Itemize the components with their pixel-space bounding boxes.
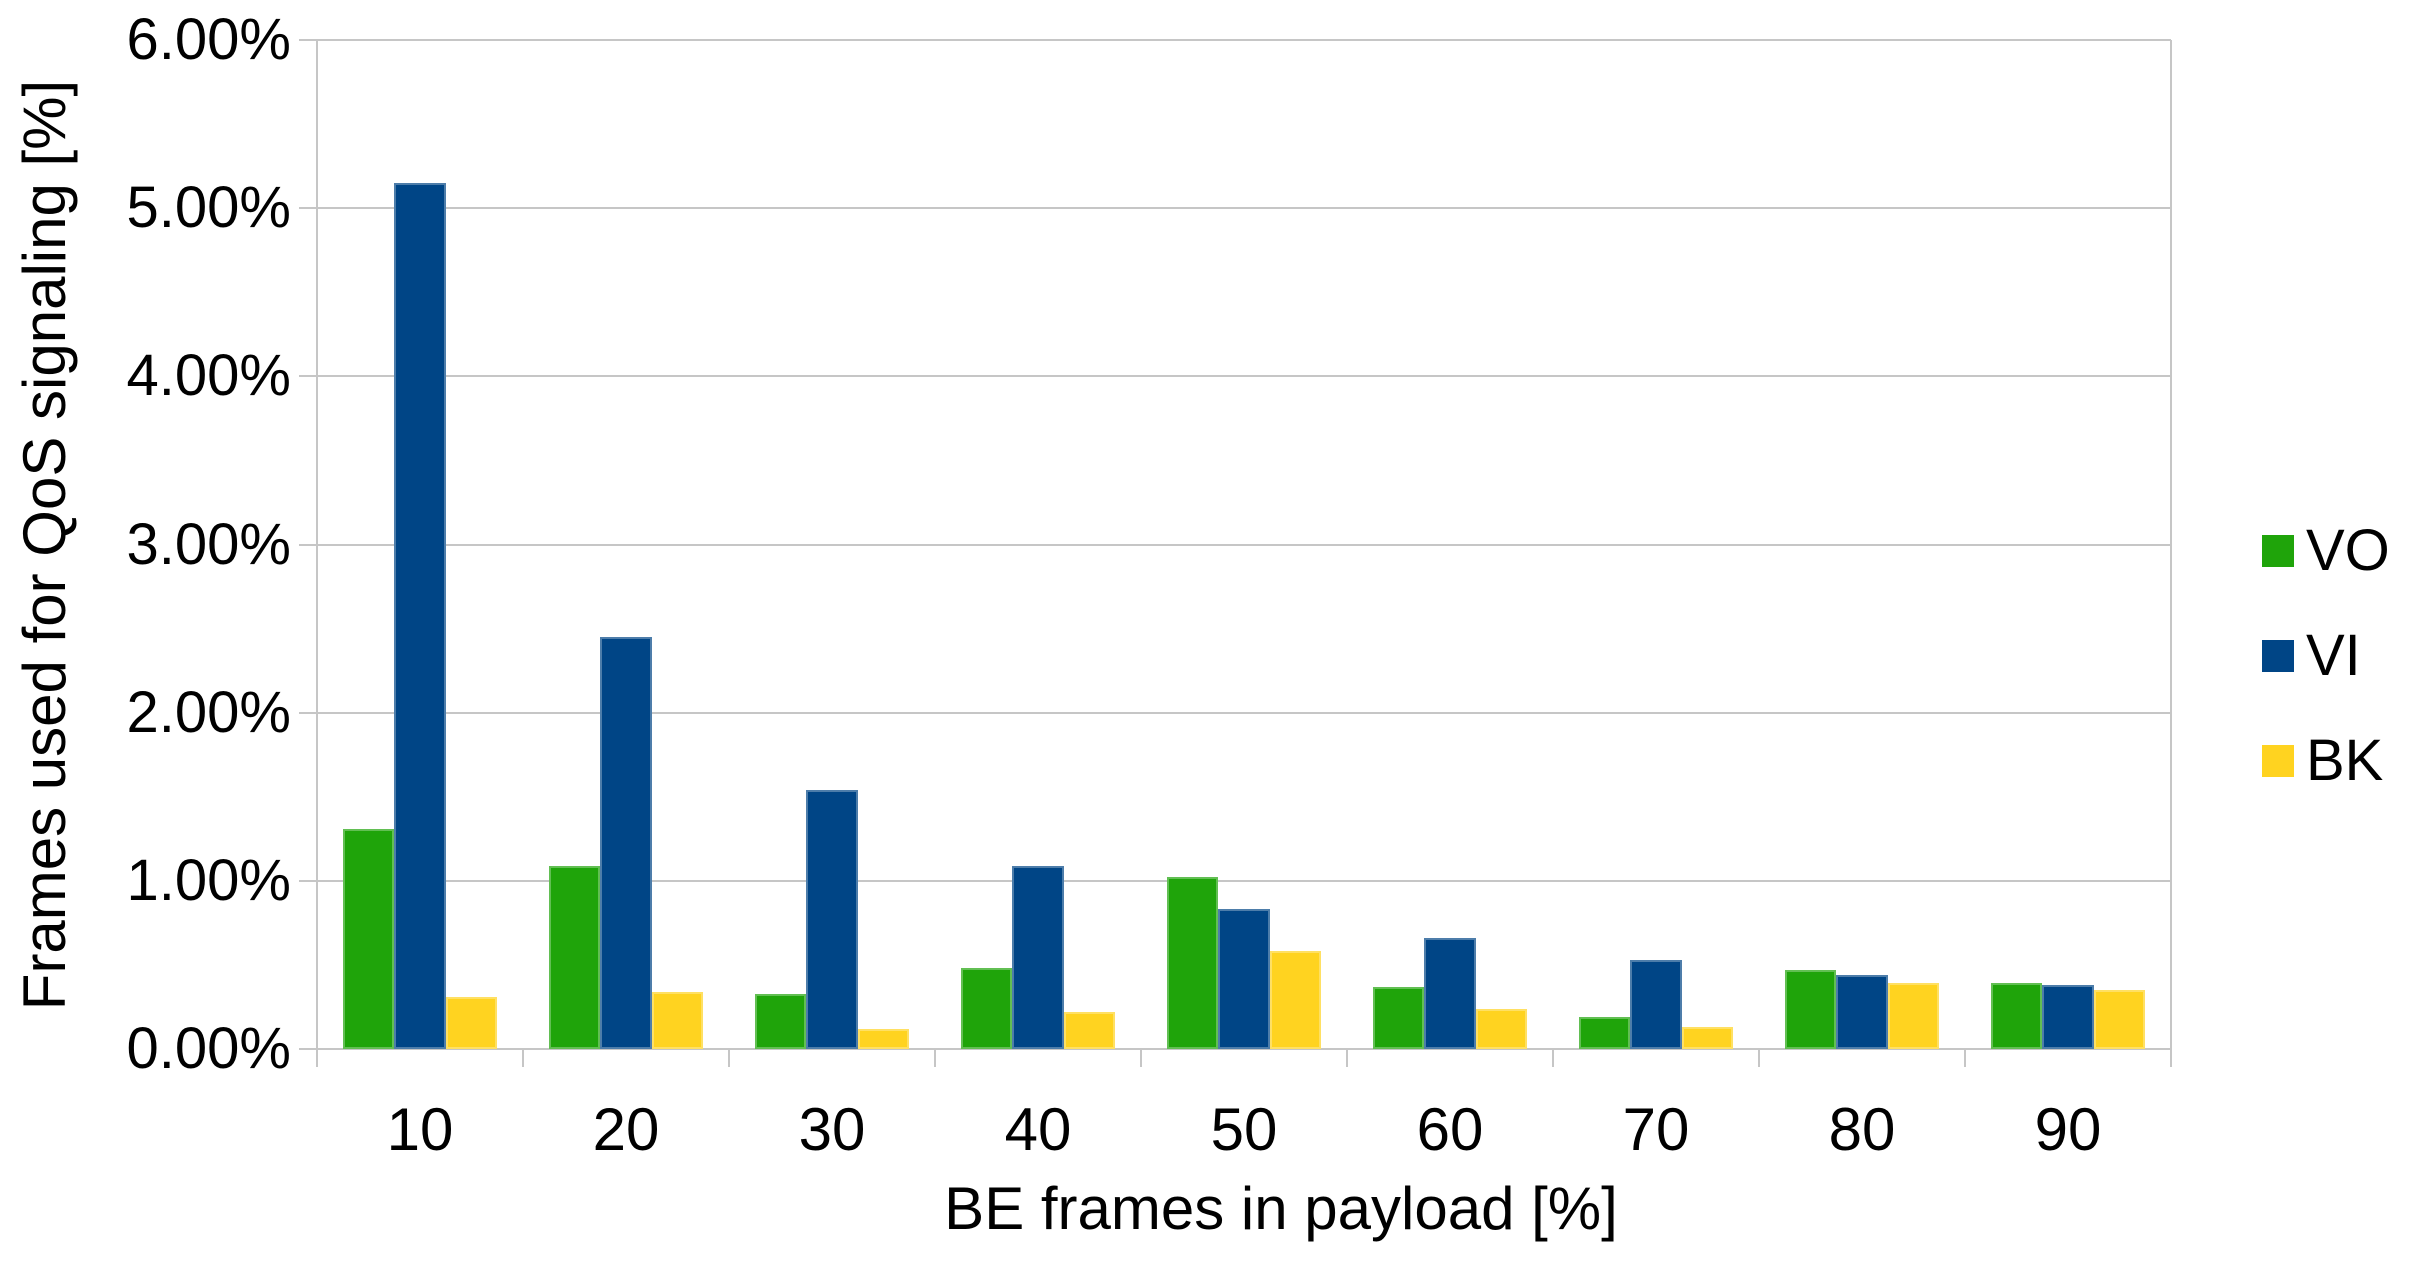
gridline bbox=[299, 39, 2171, 41]
bar-BK-40 bbox=[1063, 1012, 1116, 1049]
bar-BK-50 bbox=[1269, 951, 1322, 1049]
bar-BK-10 bbox=[445, 996, 498, 1049]
x-axis-tick bbox=[934, 1049, 936, 1067]
gridline bbox=[299, 375, 2171, 378]
bar-VO-20 bbox=[548, 865, 601, 1049]
bar-BK-30 bbox=[857, 1028, 910, 1049]
gridline bbox=[299, 879, 2171, 882]
legend-label-VI: VI bbox=[2306, 623, 2361, 688]
y-tick-label: 0.00% bbox=[126, 1016, 291, 1081]
gridline bbox=[299, 543, 2171, 546]
bar-VO-90 bbox=[1990, 983, 2043, 1049]
bar-VO-30 bbox=[754, 993, 807, 1049]
bar-BK-70 bbox=[1681, 1027, 1734, 1049]
legend-label-VO: VO bbox=[2306, 518, 2390, 583]
bar-VI-40 bbox=[1012, 865, 1064, 1049]
gridline bbox=[299, 711, 2171, 714]
legend-label-BK: BK bbox=[2306, 728, 2384, 793]
bar-VO-70 bbox=[1578, 1017, 1631, 1049]
legend-swatch-BK bbox=[2262, 745, 2294, 777]
x-tick-label: 10 bbox=[386, 1096, 454, 1163]
x-axis-tick bbox=[1964, 1049, 1966, 1067]
bar-VO-40 bbox=[960, 968, 1013, 1049]
x-axis-tick bbox=[1552, 1049, 1554, 1067]
x-tick-label: 90 bbox=[2034, 1096, 2102, 1163]
bar-VI-80 bbox=[1836, 975, 1888, 1049]
bar-BK-60 bbox=[1475, 1008, 1528, 1049]
bar-VI-30 bbox=[806, 790, 858, 1049]
x-tick-label: 40 bbox=[1004, 1096, 1072, 1163]
legend-swatch-VI bbox=[2262, 640, 2294, 672]
bar-VI-70 bbox=[1630, 959, 1682, 1049]
bar-VO-60 bbox=[1372, 986, 1425, 1049]
bar-VO-80 bbox=[1784, 969, 1837, 1049]
bar-VI-20 bbox=[600, 636, 652, 1049]
bar-VI-10 bbox=[394, 182, 446, 1049]
x-tick-label: 50 bbox=[1210, 1096, 1278, 1163]
x-axis-tick bbox=[522, 1049, 524, 1067]
bar-VI-60 bbox=[1424, 938, 1476, 1049]
x-tick-label: 80 bbox=[1828, 1096, 1896, 1163]
y-tick-label: 6.00% bbox=[126, 7, 291, 72]
x-axis-tick bbox=[1140, 1049, 1142, 1067]
x-tick-label: 60 bbox=[1416, 1096, 1484, 1163]
plot-right-border bbox=[2170, 40, 2172, 1067]
bar-BK-80 bbox=[1887, 983, 1940, 1049]
x-axis-tick bbox=[1758, 1049, 1760, 1067]
y-tick-label: 1.00% bbox=[126, 847, 291, 913]
x-tick-label: 30 bbox=[798, 1096, 866, 1163]
y-tick-label: 4.00% bbox=[126, 343, 291, 409]
y-axis-title: Frames used for QoS signaling [%] bbox=[11, 79, 79, 1011]
x-axis-title: BE frames in payload [%] bbox=[944, 1175, 1618, 1242]
bar-VO-10 bbox=[342, 828, 395, 1049]
bar-VI-90 bbox=[2042, 985, 2094, 1049]
bar-VO-50 bbox=[1166, 877, 1219, 1049]
legend-swatch-VO bbox=[2262, 535, 2294, 567]
y-tick-label: 5.00% bbox=[126, 175, 291, 241]
x-tick-label: 70 bbox=[1622, 1096, 1690, 1163]
gridline bbox=[299, 1048, 2171, 1050]
x-tick-label: 20 bbox=[592, 1096, 660, 1163]
x-axis-tick bbox=[1346, 1049, 1348, 1067]
bar-BK-20 bbox=[651, 991, 704, 1049]
bar-VI-50 bbox=[1218, 909, 1270, 1049]
y-tick-label: 2.00% bbox=[126, 679, 291, 745]
y-axis-line bbox=[316, 40, 318, 1067]
y-tick-label: 3.00% bbox=[126, 511, 291, 577]
bar-BK-90 bbox=[2093, 990, 2146, 1049]
x-axis-tick bbox=[728, 1049, 730, 1067]
gridline bbox=[299, 207, 2171, 210]
